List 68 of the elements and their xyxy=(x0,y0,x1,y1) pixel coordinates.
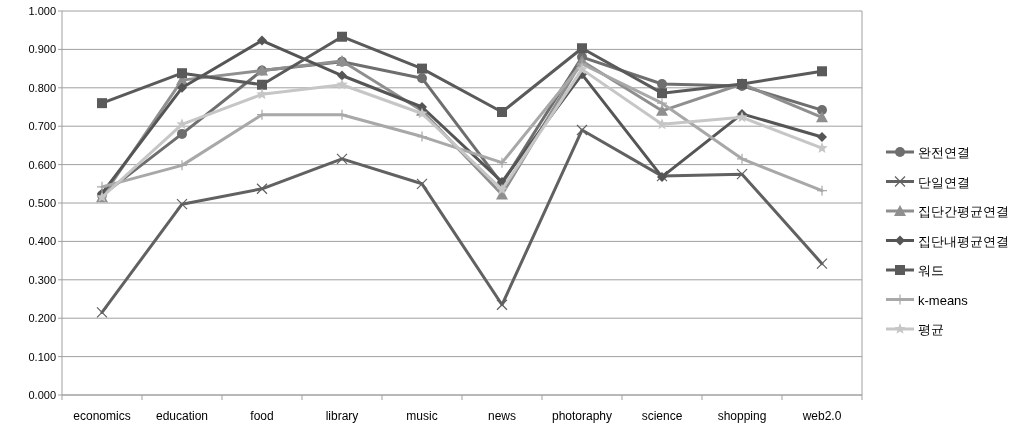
point xyxy=(496,299,508,311)
point xyxy=(817,66,827,77)
point xyxy=(496,183,508,195)
x-tick-label: food xyxy=(250,409,274,423)
y-tick-label: 0.500 xyxy=(28,197,56,209)
point xyxy=(417,63,427,74)
x-tick-label: music xyxy=(406,409,438,423)
point xyxy=(416,178,428,190)
point xyxy=(496,157,508,169)
point xyxy=(816,185,828,197)
legend-label: 단일연결 xyxy=(918,174,970,190)
point xyxy=(657,88,667,99)
point xyxy=(736,111,748,123)
y-tick-label: 1.000 xyxy=(28,5,56,17)
y-tick-label: 0.100 xyxy=(28,350,56,363)
point xyxy=(817,131,827,142)
legend-label: 집단간평균연결 xyxy=(918,204,1009,219)
y-tick-label: 0.400 xyxy=(28,235,56,248)
legend-label: 평균 xyxy=(918,322,944,337)
point xyxy=(337,70,347,81)
legend-label: 집단내평균연결 xyxy=(918,233,1009,249)
y-tick-label: 0.600 xyxy=(28,158,56,171)
point xyxy=(576,124,588,136)
y-tick-label: 0.300 xyxy=(28,273,56,286)
point xyxy=(97,98,107,109)
legend-label: 워드 xyxy=(918,263,944,278)
x-tick-label: education xyxy=(155,409,209,423)
point xyxy=(417,73,427,84)
point xyxy=(816,258,828,270)
legend-label: k-means xyxy=(918,292,969,308)
point xyxy=(576,63,588,75)
y-tick-label: 0.000 xyxy=(28,389,56,401)
point xyxy=(816,111,828,123)
point xyxy=(176,159,188,171)
point xyxy=(497,106,507,117)
y-tick-label: 0.200 xyxy=(28,312,56,325)
x-tick-label: web2.0 xyxy=(801,409,842,423)
point xyxy=(657,78,667,89)
point xyxy=(656,97,668,109)
point xyxy=(577,43,587,54)
point xyxy=(336,78,348,90)
point xyxy=(736,153,748,165)
point xyxy=(177,128,187,139)
x-tick-label: economics xyxy=(73,409,131,423)
point xyxy=(256,88,268,100)
point xyxy=(337,31,347,42)
point xyxy=(416,130,428,143)
y-tick-label: 0.900 xyxy=(28,43,56,56)
x-tick-label: photoraphy xyxy=(551,409,613,423)
x-tick-label: shopping xyxy=(717,409,767,423)
y-tick-label: 0.700 xyxy=(28,120,56,133)
y-tick-label: 0.800 xyxy=(28,81,56,94)
x-tick-label: library xyxy=(325,409,359,423)
point xyxy=(177,68,187,79)
point xyxy=(417,102,427,112)
x-tick-label: science xyxy=(641,409,683,423)
point xyxy=(257,79,267,90)
point xyxy=(256,183,268,195)
point xyxy=(176,198,188,210)
point xyxy=(96,181,108,193)
point xyxy=(177,82,187,93)
legend-label: 완전연결 xyxy=(918,145,970,160)
point xyxy=(656,118,668,130)
point xyxy=(257,35,267,46)
x-tick-label: news xyxy=(487,409,517,423)
point xyxy=(96,306,108,319)
point xyxy=(736,168,748,180)
point xyxy=(336,153,348,165)
